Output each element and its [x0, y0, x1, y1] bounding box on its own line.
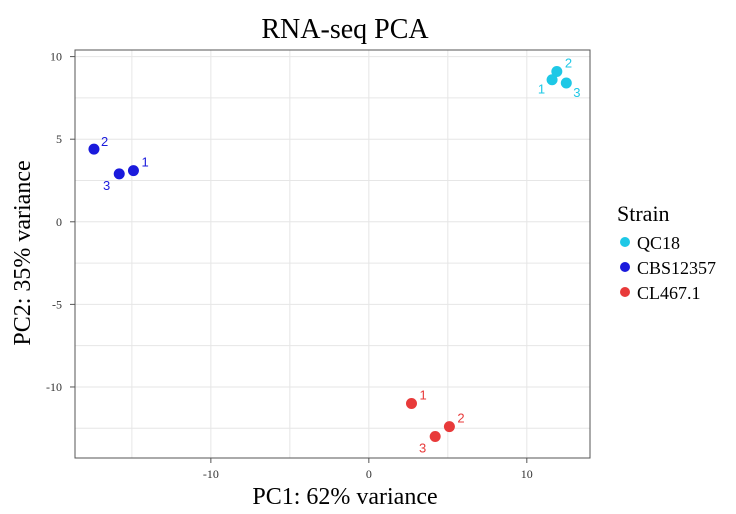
x-axis-label: PC1: 62% variance [252, 484, 437, 509]
legend-item-qc18[interactable]: QC18 [620, 233, 680, 253]
point-label: 3 [103, 178, 110, 193]
point-label: 3 [419, 441, 426, 456]
point-label: 1 [141, 155, 148, 170]
data-point[interactable] [405, 397, 417, 409]
y-tick-label: 10 [50, 50, 62, 64]
x-tick-label: 10 [521, 467, 533, 481]
plot-area [75, 50, 590, 458]
plot-frame [74, 49, 591, 459]
y-axis-label: PC2: 35% variance [10, 160, 36, 345]
point-label: 3 [573, 85, 580, 100]
data-point[interactable] [429, 431, 441, 443]
point-label: 2 [565, 55, 572, 70]
data-point[interactable] [127, 165, 139, 177]
point-label: 2 [101, 134, 108, 149]
legend-marker [620, 287, 630, 297]
legend-label: QC18 [637, 233, 680, 253]
data-point[interactable] [443, 421, 455, 433]
y-tick-label: 5 [56, 132, 62, 146]
grid-lines [75, 50, 590, 458]
x-tick-label: -10 [203, 467, 219, 481]
data-point[interactable] [551, 65, 563, 77]
y-tick-label: -5 [52, 297, 62, 311]
legend-label: CL467.1 [637, 283, 701, 303]
legend-marker [620, 262, 630, 272]
data-point[interactable] [88, 143, 100, 155]
legend-item-cbs12357[interactable]: CBS12357 [620, 258, 716, 278]
series-qc18: 1 23 [538, 55, 581, 100]
data-point[interactable] [113, 168, 125, 180]
series-cbs12357: 1 2 3 [88, 134, 149, 193]
data-point[interactable] [560, 77, 572, 89]
legend-label: CBS12357 [637, 258, 716, 278]
x-tick-label: 0 [366, 467, 372, 481]
legend-item-cl467-1[interactable]: CL467.1 [620, 283, 701, 303]
legend-items: QC18 CBS12357 CL467.1 [620, 233, 716, 303]
legend-title: Strain [617, 201, 670, 226]
series-cl467-1: 1 2 3 [405, 387, 465, 456]
chart-title: RNA-seq PCA [261, 14, 429, 45]
legend-marker [620, 237, 630, 247]
point-label: 1 [538, 82, 545, 97]
point-label: 1 [419, 387, 426, 402]
point-label: 2 [457, 411, 464, 426]
legend[interactable]: Strain QC18 CBS12357 CL467.1 [617, 201, 716, 303]
axis-ticks: -10 0 10 10 5 0 -5 -10 [46, 50, 533, 481]
data-point[interactable] [546, 74, 558, 86]
y-tick-label: 0 [56, 215, 62, 229]
y-tick-label: -10 [46, 380, 62, 394]
